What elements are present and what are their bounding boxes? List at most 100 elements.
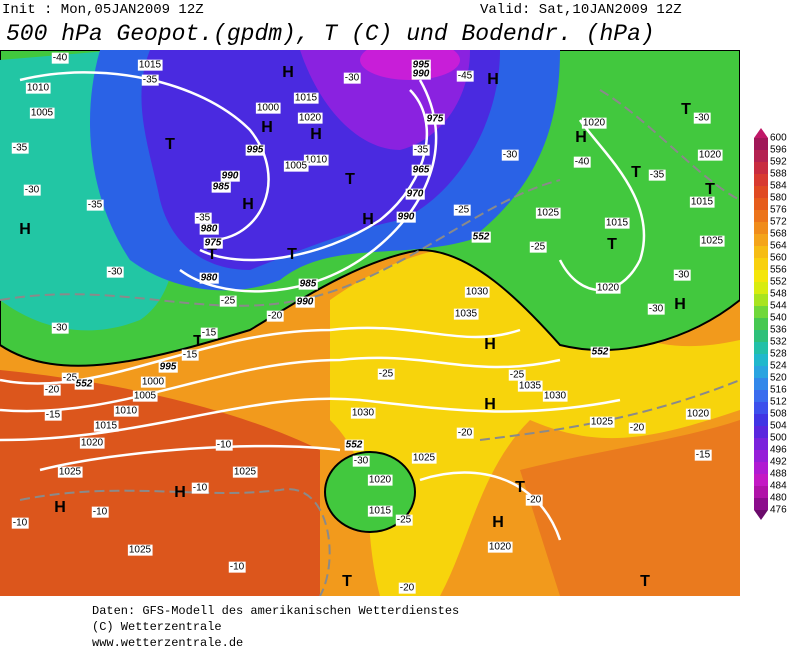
- contour-label: 980: [201, 224, 218, 235]
- pressure-center: T: [165, 136, 175, 153]
- colorbar-label: 516: [770, 385, 787, 396]
- contour-label: 995: [413, 60, 430, 71]
- label-box: [456, 70, 474, 82]
- contour-label: 990: [413, 69, 430, 80]
- label-box: [501, 149, 519, 161]
- map-label: 1015: [93, 420, 119, 432]
- pressure-center: T: [515, 479, 525, 496]
- colorbar-label: 484: [770, 481, 787, 492]
- label-box: [453, 308, 479, 320]
- colorbar-label: 544: [770, 301, 787, 312]
- map-label: 980: [199, 272, 219, 284]
- label-box: [697, 149, 723, 161]
- map-label: -30: [23, 184, 41, 196]
- map-label: 1020: [367, 474, 393, 486]
- contour-label: 1025: [701, 236, 724, 247]
- map-label: 990: [220, 170, 240, 182]
- label-box: [377, 368, 395, 380]
- colorbar-label: 508: [770, 409, 787, 420]
- pressure-center: T: [207, 246, 217, 263]
- label-box: [29, 107, 55, 119]
- contour-label: -20: [400, 583, 415, 594]
- pressure-center: T: [193, 333, 203, 350]
- colorbar-cell: [754, 450, 768, 462]
- contour-label: 1020: [81, 438, 104, 449]
- pressure-center: H: [19, 221, 31, 238]
- contour-label: -35: [13, 143, 28, 154]
- label-box: [61, 372, 79, 384]
- contour-label: -30: [108, 267, 123, 278]
- label-box: [203, 237, 223, 249]
- contour-label: -25: [397, 515, 412, 526]
- map-label: 990: [411, 68, 431, 80]
- colorbar-label: 556: [770, 265, 787, 276]
- label-box: [140, 376, 166, 388]
- map-label: 552: [590, 346, 610, 358]
- colorbar-cell: [754, 438, 768, 450]
- map-label: -20: [398, 582, 416, 594]
- colorbar-label: 552: [770, 277, 787, 288]
- label-box: [191, 482, 209, 494]
- contour-label: -35: [650, 170, 665, 181]
- colorbar-label: 572: [770, 217, 787, 228]
- colorbar-cell: [754, 258, 768, 270]
- label-box: [352, 455, 370, 467]
- label-box: [283, 160, 309, 172]
- label-box: [297, 112, 323, 124]
- pressure-center: H: [310, 126, 322, 143]
- contour-label: -45: [458, 71, 473, 82]
- contour-label: -10: [93, 507, 108, 518]
- colorbar-label: 528: [770, 349, 787, 360]
- map-label: -25: [219, 295, 237, 307]
- map-label: -30: [673, 269, 691, 281]
- label-box: [647, 303, 665, 315]
- colorbar-cell: [754, 246, 768, 258]
- contour-label: 1000: [257, 103, 280, 114]
- contour-label: 1025: [591, 417, 614, 428]
- label-box: [590, 346, 610, 358]
- pressure-center: T: [681, 101, 691, 118]
- map-label: -20: [525, 494, 543, 506]
- colorbar-label: 496: [770, 445, 787, 456]
- contour-label: 1030: [544, 391, 567, 402]
- map-label: 1015: [293, 92, 319, 104]
- map-label: 1000: [140, 376, 166, 388]
- footer-line: Daten: GFS-Modell des amerikanischen Wet…: [92, 604, 459, 618]
- colorbar-cell: [754, 222, 768, 234]
- label-box: [86, 199, 104, 211]
- label-box: [573, 156, 591, 168]
- colorbar-label: 500: [770, 433, 787, 444]
- label-box: [411, 164, 431, 176]
- contour-label: -15: [46, 410, 61, 421]
- color-bar: 6005965925885845805765725685645605565525…: [754, 128, 787, 520]
- contour-label: 1025: [537, 208, 560, 219]
- contour-label: 1015: [606, 218, 629, 229]
- label-box: [525, 494, 543, 506]
- contour-label: -20: [630, 423, 645, 434]
- map-label: -30: [51, 322, 69, 334]
- map-label: -30: [343, 72, 361, 84]
- map-label: -25: [529, 241, 547, 253]
- map-label: 1025: [535, 207, 561, 219]
- colorbar-cap: [754, 128, 768, 138]
- colorbar-label: 504: [770, 421, 787, 432]
- map-label: 1020: [595, 282, 621, 294]
- contour-label: -25: [63, 373, 78, 384]
- contour-label: -25: [455, 205, 470, 216]
- contour-label: -40: [575, 157, 590, 168]
- pressure-center: H: [484, 336, 496, 353]
- contour-label: 1015: [295, 93, 318, 104]
- map-label: -25: [377, 368, 395, 380]
- label-box: [411, 59, 431, 71]
- colorbar-label: 524: [770, 361, 787, 372]
- contour-label: 1030: [466, 287, 489, 298]
- label-box: [194, 212, 212, 224]
- colorbar-label: 560: [770, 253, 787, 264]
- colorbar-cell: [754, 198, 768, 210]
- label-box: [367, 505, 393, 517]
- contour-label: 965: [413, 165, 430, 176]
- pressure-center: H: [242, 196, 254, 213]
- label-box: [689, 196, 715, 208]
